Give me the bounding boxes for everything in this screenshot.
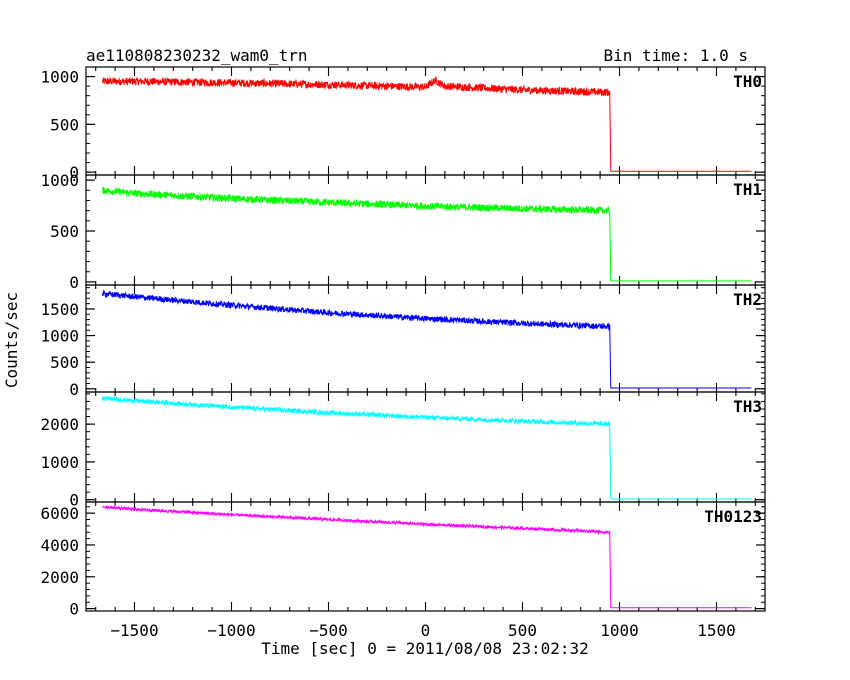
y-tick-label: 0 <box>69 600 79 619</box>
panel-label: TH3 <box>733 397 762 416</box>
series-line-th0123 <box>102 504 752 609</box>
y-tick-label: 0 <box>69 273 79 292</box>
y-tick-label: 500 <box>50 115 79 134</box>
y-tick-label: 1000 <box>40 171 79 190</box>
panel-th2: 0 500 1000 1500 TH2 <box>40 284 766 399</box>
panel-label: TH0 <box>733 72 762 91</box>
x-tick-label: 0 <box>421 621 431 640</box>
bin-time-label: Bin time: 1.0 s <box>604 46 749 65</box>
panel-th0123: 0 2000 4000 6000 TH0123 <box>40 501 766 619</box>
panel-label: TH2 <box>733 290 762 309</box>
x-tick-label: −1500 <box>110 621 158 640</box>
panel-frame <box>85 174 766 286</box>
x-tick-label: 500 <box>508 621 537 640</box>
series-line-th0 <box>102 76 752 172</box>
y-tick-label: 1000 <box>40 453 79 472</box>
series-line-th1 <box>102 186 752 282</box>
y-tick-label: 2000 <box>40 415 79 434</box>
y-tick-label: 6000 <box>40 504 79 523</box>
y-tick-label: 0 <box>69 163 79 182</box>
x-axis-tick-labels: −1500 −1000 −500 0 500 1000 1500 <box>110 621 735 640</box>
series-line-th3 <box>102 395 752 500</box>
y-tick-label: 4000 <box>40 536 79 555</box>
x-tick-label: 1500 <box>697 621 736 640</box>
x-axis-label: Time [sec] 0 = 2011/08/08 23:02:32 <box>261 639 589 658</box>
chart-title: ae110808230232_wam0_trn <box>86 46 308 65</box>
series-line-th2 <box>102 288 752 389</box>
panel-th0: 0 500 1000 TH0 <box>40 66 766 182</box>
y-tick-label: 1500 <box>40 300 79 319</box>
panel-th3: 0 1000 2000 TH3 <box>40 391 766 510</box>
panel-th1: 0 500 1000 TH1 <box>40 171 766 292</box>
panel-label: TH1 <box>733 180 762 199</box>
x-tick-label: 1000 <box>600 621 639 640</box>
x-tick-label: −500 <box>309 621 348 640</box>
panel-frame <box>85 391 766 503</box>
panel-label: TH0123 <box>704 507 762 526</box>
y-axis-label: Counts/sec <box>2 292 21 388</box>
y-tick-label: 1000 <box>40 327 79 346</box>
panel-frame <box>85 501 766 612</box>
y-tick-label: 0 <box>69 380 79 399</box>
x-tick-label: −1000 <box>207 621 255 640</box>
y-tick-label: 0 <box>69 491 79 510</box>
y-tick-label: 1000 <box>40 68 79 87</box>
y-tick-label: 2000 <box>40 568 79 587</box>
y-tick-label: 500 <box>50 353 79 372</box>
y-tick-label: 500 <box>50 222 79 241</box>
